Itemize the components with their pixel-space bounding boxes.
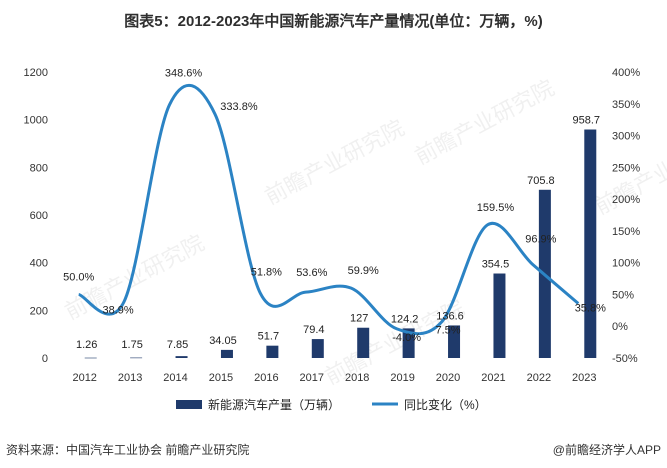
bar-2017 — [311, 339, 324, 358]
line-series — [78, 83, 580, 336]
bar-2023 — [584, 129, 597, 358]
left-tick-label: 400 — [30, 258, 48, 270]
bar-value-label: 1.75 — [121, 339, 142, 351]
line-value-label: 59.9% — [348, 265, 379, 277]
legend: 新能源汽车产量（万辆） 同比变化（%） — [176, 397, 487, 412]
page-title: 图表5：2012-2023年中国新能源汽车产量情况(单位：万辆，%) — [124, 13, 543, 30]
bar-value-label: 124.2 — [391, 313, 419, 325]
right-tick-label: 200% — [612, 194, 640, 206]
bar-series — [84, 129, 597, 359]
source-note: 资料来源：中国汽车工业协会 前瞻产业研究院 — [6, 443, 250, 457]
right-tick-label: 100% — [612, 258, 640, 270]
right-tick-label: 0% — [612, 321, 628, 333]
bar-value-label: 127 — [350, 313, 368, 325]
left-tick-label: 600 — [30, 210, 48, 222]
x-tick-label: 2022 — [527, 372, 551, 384]
line-value-label: -4.0% — [392, 332, 421, 344]
line-value-label: 50.0% — [63, 271, 94, 283]
footer-brand: @前瞻经济学人APP — [552, 443, 661, 457]
bar-2020 — [448, 325, 461, 358]
line-value-label: 35.8% — [575, 302, 606, 314]
bar-labels: 1.26 1.75 7.85 34.05 51.7 79.4 127 124.2 136.6 35… — [76, 115, 600, 351]
x-tick-label: 2015 — [209, 372, 233, 384]
left-tick-label: 1200 — [24, 67, 48, 79]
right-tick-label: 150% — [612, 226, 640, 238]
bar-2015 — [220, 349, 233, 358]
x-tick-label: 2014 — [163, 372, 187, 384]
bar-2013 — [130, 357, 143, 359]
bar-2012 — [84, 357, 97, 359]
line-value-label: 96.9% — [525, 234, 556, 246]
legend-bar-swatch — [176, 400, 202, 409]
bar-2021 — [493, 273, 506, 358]
legend-bar-label: 新能源汽车产量（万辆） — [208, 397, 340, 412]
x-tick-label: 2017 — [300, 372, 324, 384]
x-tick-label: 2020 — [436, 372, 460, 384]
line-value-label: 333.8% — [220, 101, 258, 113]
watermark-text: 前瞻产业研究院 — [411, 75, 559, 169]
right-axis: -50% 0% 50% 100% 150% 200% 250% 300% 350% 400% — [612, 67, 640, 365]
right-tick-label: 400% — [612, 67, 640, 79]
watermark-text: 前瞻产业研究院 — [261, 115, 409, 209]
bar-2018 — [357, 327, 370, 358]
x-tick-label: 2013 — [118, 372, 142, 384]
bar-value-label: 1.26 — [76, 339, 97, 351]
line-value-label: 38.9% — [103, 304, 134, 316]
x-axis: 2012 2013 2014 2015 2016 2017 2018 2019 2020 2021… — [72, 372, 596, 384]
right-tick-label: -50% — [612, 353, 638, 365]
bar-value-label: 51.7 — [258, 331, 279, 343]
bar-2019 — [402, 328, 415, 358]
x-tick-label: 2012 — [72, 372, 96, 384]
x-tick-label: 2023 — [572, 372, 596, 384]
bar-value-label: 705.8 — [527, 175, 555, 187]
left-axis: 0 200 400 600 800 1000 1200 — [24, 67, 48, 365]
bar-value-label: 354.5 — [482, 259, 510, 271]
bar-value-label: 79.4 — [303, 324, 324, 336]
left-tick-label: 200 — [30, 305, 48, 317]
line-value-label: 53.6% — [296, 267, 327, 279]
line-value-label: 348.6% — [165, 68, 203, 80]
x-tick-label: 2021 — [481, 372, 505, 384]
right-tick-label: 50% — [612, 289, 634, 301]
line-value-label: 7.5% — [436, 324, 461, 336]
x-tick-label: 2019 — [390, 372, 414, 384]
right-tick-label: 250% — [612, 162, 640, 174]
legend-line-label: 同比变化（%） — [404, 397, 487, 412]
growth-line — [78, 83, 580, 336]
bar-value-label: 7.85 — [167, 339, 188, 351]
left-tick-label: 1000 — [24, 115, 48, 127]
line-labels: 50.0% 38.9% 348.6% 333.8% 51.8% 53.6% 59.9% -4.… — [63, 68, 606, 344]
line-value-label: 51.8% — [251, 266, 282, 278]
bar-2016 — [266, 345, 279, 358]
x-tick-label: 2018 — [345, 372, 369, 384]
left-tick-label: 800 — [30, 162, 48, 174]
bar-value-label: 136.6 — [436, 310, 464, 322]
bar-value-label: 958.7 — [573, 115, 601, 127]
bar-value-label: 34.05 — [209, 335, 237, 347]
line-value-label: 159.5% — [477, 202, 515, 214]
right-tick-label: 350% — [612, 99, 640, 111]
left-tick-label: 0 — [42, 353, 48, 365]
right-tick-label: 300% — [612, 131, 640, 143]
bar-2014 — [175, 356, 188, 358]
x-tick-label: 2016 — [254, 372, 278, 384]
